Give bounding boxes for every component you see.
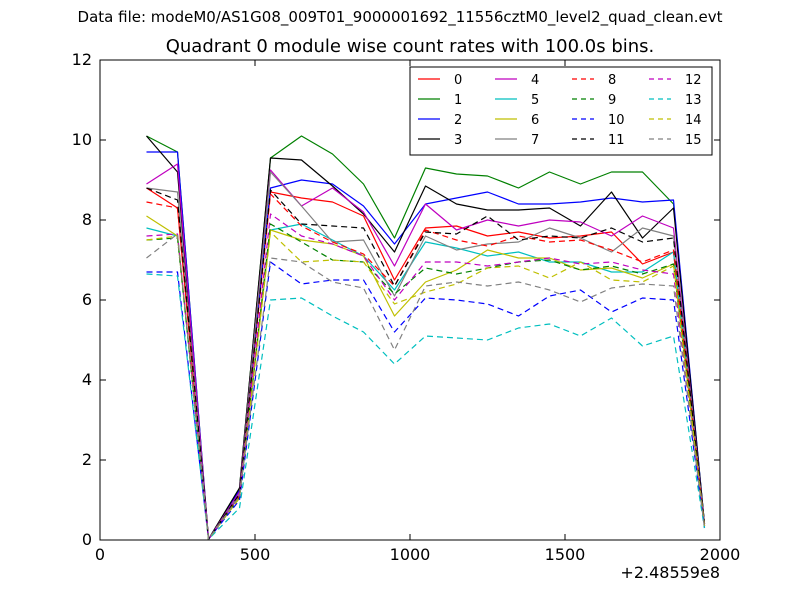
y-tick-label: 10 <box>72 130 92 149</box>
legend-box <box>409 66 713 156</box>
chart-title: Quadrant 0 module wise count rates with … <box>165 36 655 57</box>
legend-label-10: 10 <box>608 113 625 128</box>
legend-label-7: 7 <box>531 133 539 148</box>
x-tick-label: 1000 <box>390 545 431 564</box>
y-tick-label: 8 <box>82 210 92 229</box>
series-line-8 <box>146 193 706 540</box>
legend-label-3: 3 <box>454 133 462 148</box>
series-line-13 <box>146 273 706 540</box>
legend-label-6: 6 <box>531 113 539 128</box>
legend-label-4: 4 <box>531 73 539 88</box>
legend-label-11: 11 <box>608 133 625 148</box>
series-lines <box>146 135 706 540</box>
y-tick-label: 2 <box>82 450 92 469</box>
y-tick-label: 12 <box>72 50 92 69</box>
x-tick-label: 1500 <box>545 545 586 564</box>
y-tick-label: 6 <box>82 290 92 309</box>
x-tick-label: 2000 <box>700 545 741 564</box>
legend-label-13: 13 <box>685 93 702 108</box>
legend-label-2: 2 <box>454 113 462 128</box>
legend-label-12: 12 <box>685 73 702 88</box>
series-line-12 <box>146 213 706 540</box>
legend-label-0: 0 <box>454 73 462 88</box>
legend-label-14: 14 <box>685 113 702 128</box>
legend-label-8: 8 <box>608 73 616 88</box>
x-tick-label: 500 <box>240 545 271 564</box>
series-line-11 <box>146 187 706 540</box>
x-offset-label: +2.48559e8 <box>620 563 720 582</box>
x-tick-label: 0 <box>95 545 105 564</box>
legend-label-15: 15 <box>685 133 702 148</box>
figure-suptitle: Data file: modeM0/AS1G08_009T01_90000016… <box>77 8 723 26</box>
legend-label-1: 1 <box>454 93 462 108</box>
y-tick-label: 0 <box>82 530 92 549</box>
legend-label-9: 9 <box>608 93 616 108</box>
y-tick-label: 4 <box>82 370 92 389</box>
series-line-15 <box>146 233 706 540</box>
legend-label-5: 5 <box>531 93 539 108</box>
